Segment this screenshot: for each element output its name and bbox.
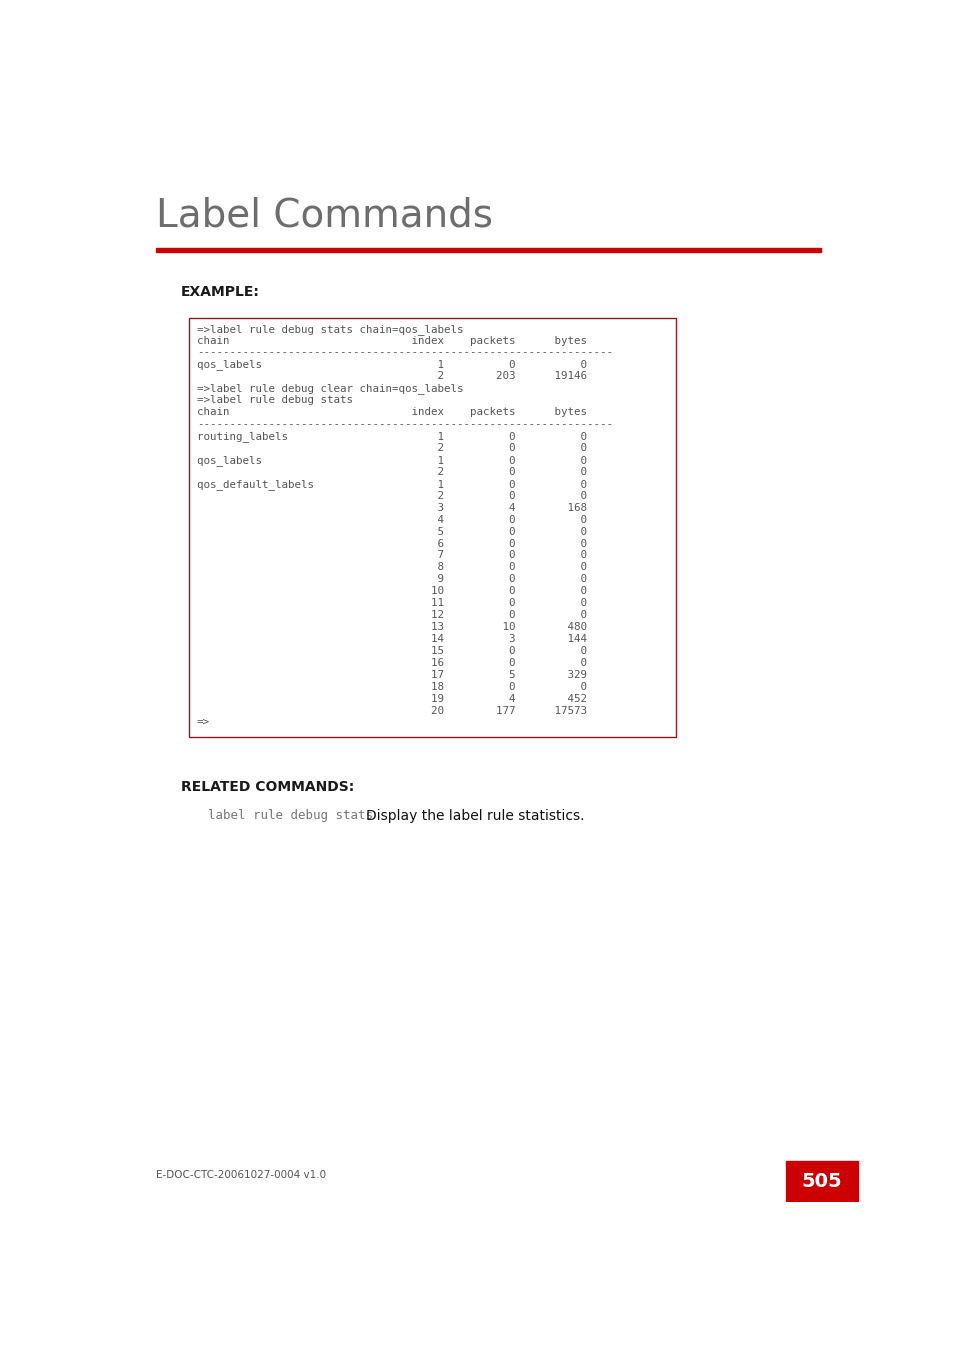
Text: qos_labels                           1          0          0: qos_labels 1 0 0 [196, 455, 586, 466]
Text: =>label rule debug stats chain=qos_labels: =>label rule debug stats chain=qos_label… [196, 324, 463, 335]
Text: 20        177      17573: 20 177 17573 [196, 706, 586, 716]
Text: 10          0          0: 10 0 0 [196, 586, 586, 597]
Text: 9          0          0: 9 0 0 [196, 574, 586, 585]
Text: qos_default_labels                   1          0          0: qos_default_labels 1 0 0 [196, 479, 586, 490]
Text: =>: => [196, 718, 210, 728]
Text: Label Commands: Label Commands [156, 197, 493, 235]
Text: E-DOC-CTC-20061027-0004 v1.0: E-DOC-CTC-20061027-0004 v1.0 [156, 1170, 326, 1180]
Text: 5          0          0: 5 0 0 [196, 526, 586, 536]
Text: 19          4        452: 19 4 452 [196, 694, 586, 703]
Text: chain                            index    packets      bytes: chain index packets bytes [196, 336, 586, 346]
Text: label rule debug stats: label rule debug stats [208, 809, 373, 822]
Text: EXAMPLE:: EXAMPLE: [181, 285, 260, 300]
Text: 4          0          0: 4 0 0 [196, 514, 586, 525]
Text: 2          0          0: 2 0 0 [196, 491, 586, 501]
Text: Display the label rule statistics.: Display the label rule statistics. [365, 809, 583, 822]
Text: 6          0          0: 6 0 0 [196, 539, 586, 548]
Text: 2          0          0: 2 0 0 [196, 467, 586, 477]
Bar [189, 317, 675, 737]
Text: chain                            index    packets      bytes: chain index packets bytes [196, 408, 586, 417]
Text: 7          0          0: 7 0 0 [196, 551, 586, 560]
Text: 505: 505 [801, 1172, 841, 1191]
Text: =>label rule debug stats: =>label rule debug stats [196, 396, 353, 405]
Text: 11          0          0: 11 0 0 [196, 598, 586, 609]
Text: 12          0          0: 12 0 0 [196, 610, 586, 620]
Text: routing_labels                       1          0          0: routing_labels 1 0 0 [196, 431, 586, 441]
Text: 18          0          0: 18 0 0 [196, 682, 586, 691]
Text: ----------------------------------------------------------------: ----------------------------------------… [196, 347, 612, 358]
Text: =>label rule debug clear chain=qos_labels: =>label rule debug clear chain=qos_label… [196, 383, 463, 394]
Bar [785, 1161, 858, 1202]
Text: qos_labels                           1          0          0: qos_labels 1 0 0 [196, 359, 586, 370]
Text: 17          5        329: 17 5 329 [196, 670, 586, 680]
Text: 2          0          0: 2 0 0 [196, 443, 586, 454]
Text: 14          3        144: 14 3 144 [196, 634, 586, 644]
Text: RELATED COMMANDS:: RELATED COMMANDS: [181, 779, 355, 794]
Bar [156, 248, 821, 252]
Text: 8          0          0: 8 0 0 [196, 563, 586, 572]
Text: 15          0          0: 15 0 0 [196, 645, 586, 656]
Text: 2        203      19146: 2 203 19146 [196, 371, 586, 382]
Text: 3          4        168: 3 4 168 [196, 502, 586, 513]
Text: 13         10        480: 13 10 480 [196, 622, 586, 632]
Text: 16          0          0: 16 0 0 [196, 657, 586, 668]
Text: ----------------------------------------------------------------: ----------------------------------------… [196, 420, 612, 429]
